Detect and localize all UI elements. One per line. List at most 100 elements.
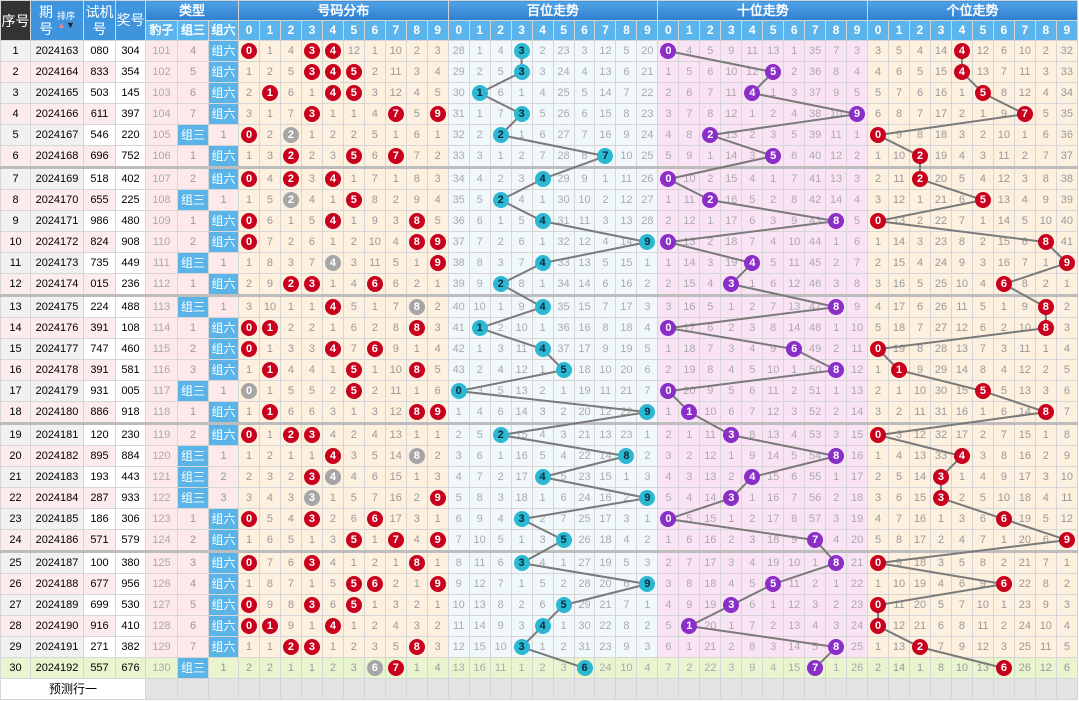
header-period[interactable]: 期号 排序 ▲▼ xyxy=(30,0,84,41)
prediction-cell[interactable] xyxy=(552,678,575,700)
dist-hit-ball: 9 xyxy=(429,490,446,507)
prediction-cell[interactable] xyxy=(846,678,869,700)
prediction-cell[interactable] xyxy=(699,678,722,700)
prediction-cell[interactable] xyxy=(1013,678,1036,700)
prediction-cell[interactable] xyxy=(177,678,209,700)
row-seq: 16 xyxy=(0,359,31,381)
prediction-cell[interactable] xyxy=(929,678,952,700)
prediction-cell[interactable] xyxy=(573,678,596,700)
tens-cell: 10 xyxy=(699,401,722,425)
tens-cell: 49 xyxy=(804,338,827,360)
hundreds-cell: 34 xyxy=(447,167,470,190)
units-cell: 6 xyxy=(950,573,973,595)
prediction-cell[interactable] xyxy=(489,678,512,700)
prediction-cell[interactable] xyxy=(888,678,911,700)
tens-cell: 2 xyxy=(657,273,680,297)
hundreds-cell: 1 xyxy=(531,317,554,339)
units-cell: 9 xyxy=(888,124,911,146)
prediction-cell[interactable] xyxy=(762,678,785,700)
row-group6: 组六 xyxy=(207,145,240,169)
prediction-cell[interactable] xyxy=(145,678,178,700)
prediction-cell[interactable] xyxy=(615,678,638,700)
prediction-cell[interactable] xyxy=(950,678,973,700)
header-hundreds-digit: 9 xyxy=(636,20,659,41)
header-dist-digit: 8 xyxy=(405,20,428,41)
tens-cell: 21 xyxy=(699,636,722,658)
prediction-cell[interactable] xyxy=(971,678,994,700)
tens-cell: 3 xyxy=(783,401,806,425)
prediction-cell[interactable] xyxy=(447,678,470,700)
prediction-cell[interactable] xyxy=(405,678,428,700)
units-cell: 6 xyxy=(971,508,994,530)
header-group6: 组六 xyxy=(207,20,240,41)
prediction-cell[interactable] xyxy=(384,678,407,700)
prediction-cell[interactable] xyxy=(678,678,701,700)
row-period: 2024174 xyxy=(30,273,84,297)
tens-cell: 9 xyxy=(783,529,806,553)
dist-cell: 4 xyxy=(321,252,344,274)
row-group3: 6 xyxy=(177,82,209,104)
tens-cell: 2 xyxy=(783,61,806,83)
prediction-cell[interactable] xyxy=(1055,678,1079,700)
prediction-cell[interactable] xyxy=(909,678,931,700)
dist-cell: 1 xyxy=(321,636,344,658)
dist-repeat-ball: 2 xyxy=(282,127,299,144)
units-cell: 8 xyxy=(1013,273,1036,297)
dist-cell: 4 xyxy=(258,487,281,509)
table-row: 30 2024192 557 676 130 组三 1 2 2 1 1 2 3 6 7 1 4 13 16 11 1 2 3… xyxy=(0,657,1079,679)
row-group6: 组六 xyxy=(207,594,240,616)
prediction-cell[interactable] xyxy=(636,678,659,700)
tens-cell: 3 xyxy=(657,295,680,318)
dist-cell: 2 xyxy=(258,61,281,83)
tens-hit-ball: 7 xyxy=(807,532,824,549)
tens-cell: 6 xyxy=(657,636,680,658)
prediction-cell[interactable] xyxy=(867,678,890,700)
prediction-cell[interactable] xyxy=(207,678,240,700)
prediction-cell[interactable] xyxy=(300,678,323,700)
prediction-cell[interactable] xyxy=(992,678,1015,700)
units-cell: 7 xyxy=(909,103,931,125)
units-cell: 7 xyxy=(1013,103,1036,125)
tens-cell: 9 xyxy=(678,145,701,169)
dist-cell: 8 xyxy=(258,573,281,595)
prediction-cell[interactable] xyxy=(321,678,344,700)
hundreds-cell: 1 xyxy=(531,189,554,211)
prediction-cell[interactable] xyxy=(468,678,491,700)
prediction-cell[interactable] xyxy=(1034,678,1057,700)
hundreds-cell: 6 xyxy=(489,401,512,425)
prediction-cell[interactable] xyxy=(804,678,827,700)
prediction-cell[interactable] xyxy=(426,678,449,700)
sort-button[interactable]: 排序 ▲▼ xyxy=(57,11,75,30)
hundreds-cell: 5 xyxy=(489,529,512,553)
dist-cell: 1 xyxy=(342,401,365,425)
prediction-cell[interactable] xyxy=(510,678,533,700)
units-cell: 26 xyxy=(929,295,952,318)
prediction-cell[interactable] xyxy=(238,678,260,700)
row-leopard-omission: 110 xyxy=(145,231,178,253)
prediction-cell[interactable] xyxy=(825,678,848,700)
prediction-cell[interactable] xyxy=(279,678,302,700)
hundreds-cell: 5 xyxy=(636,338,659,360)
prediction-cell[interactable] xyxy=(258,678,281,700)
prediction-cell[interactable] xyxy=(741,678,764,700)
row-leopard-omission: 129 xyxy=(145,636,178,658)
prediction-cell[interactable] xyxy=(363,678,386,700)
dist-cell: 5 xyxy=(342,594,365,616)
row-prize-number: 676 xyxy=(115,657,146,679)
header-hundreds-digit: 5 xyxy=(552,20,575,41)
prediction-cell[interactable] xyxy=(783,678,806,700)
row-group6: 组六 xyxy=(207,401,240,425)
prediction-cell[interactable] xyxy=(531,678,554,700)
tens-hit-ball: 8 xyxy=(828,362,845,379)
prediction-cell[interactable] xyxy=(657,678,680,700)
dist-cell: 5 xyxy=(384,252,407,274)
prediction-cell[interactable] xyxy=(342,678,365,700)
units-cell: 12 xyxy=(1013,82,1036,104)
units-cell: 7 xyxy=(1055,401,1079,425)
units-cell: 3 xyxy=(929,466,952,488)
prediction-cell[interactable] xyxy=(594,678,617,700)
hundreds-cell: 7 xyxy=(594,295,617,318)
hundreds-cell: 30 xyxy=(447,82,470,104)
prediction-cell[interactable] xyxy=(720,678,743,700)
dist-cell: 3 xyxy=(426,317,449,339)
